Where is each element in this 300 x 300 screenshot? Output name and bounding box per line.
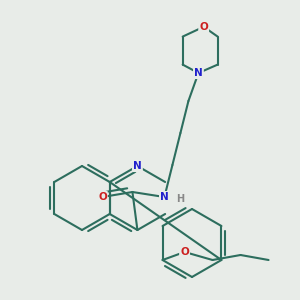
Text: O: O (180, 247, 189, 257)
Text: N: N (133, 161, 142, 171)
Text: O: O (199, 22, 208, 32)
Text: N: N (194, 68, 203, 78)
Text: O: O (98, 192, 107, 202)
Text: H: H (176, 194, 184, 204)
Text: N: N (160, 192, 169, 202)
